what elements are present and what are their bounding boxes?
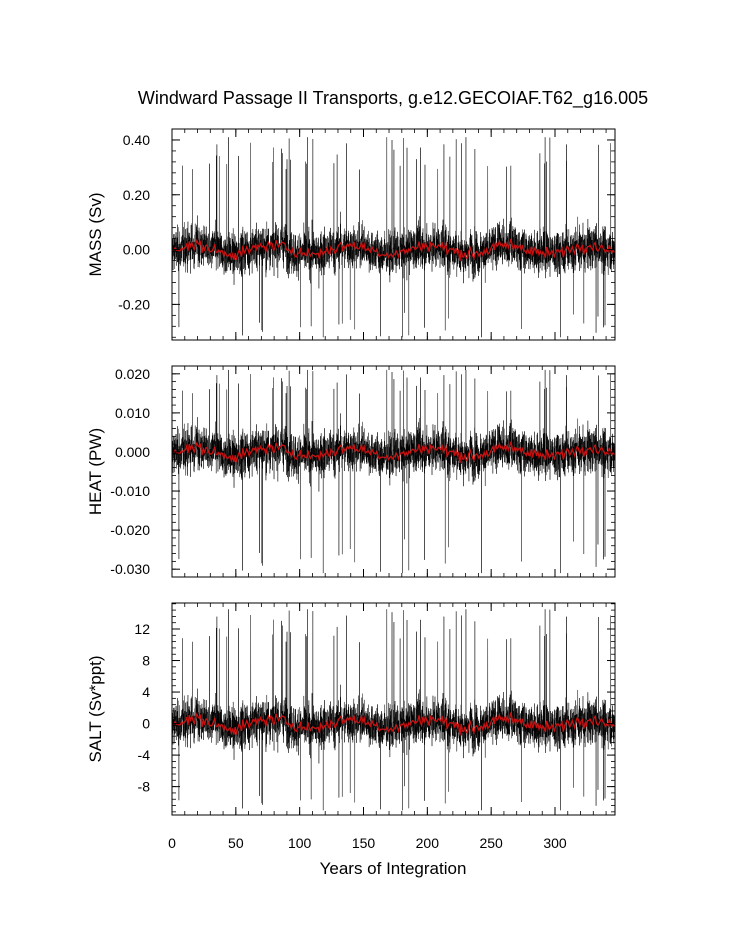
salt-y-axis-label: SALT (Sv*ppt) xyxy=(86,655,105,762)
x-tick-label: 200 xyxy=(416,835,440,851)
salt-y-tick-label: 4 xyxy=(142,684,150,700)
heat-y-tick-label: 0.020 xyxy=(115,366,150,382)
salt-frame xyxy=(171,602,616,816)
salt-y-tick-label: -8 xyxy=(138,779,151,795)
salt-y-tick-label: 8 xyxy=(142,653,150,669)
mass-y-tick-label: 0.20 xyxy=(123,187,150,203)
chart-title: Windward Passage II Transports, g.e12.GE… xyxy=(138,88,648,109)
heat-annual-series xyxy=(172,441,615,464)
heat-y-tick-label: 0.000 xyxy=(115,444,150,460)
mass-y-tick-label: -0.20 xyxy=(118,296,150,312)
mass-y-tick-label: 0.00 xyxy=(123,242,150,258)
mass-y-axis-label: MASS (Sv) xyxy=(86,192,105,276)
mass-annual-series xyxy=(172,238,615,261)
salt-y-tick-label: 0 xyxy=(142,716,150,732)
heat-y-tick-label: -0.030 xyxy=(110,561,150,577)
heat-y-tick-label: 0.010 xyxy=(115,405,150,421)
salt-y-tick-label: -4 xyxy=(138,747,151,763)
salt-monthly-series xyxy=(172,609,615,811)
panel-salt: 12 8 4 0 -4 -8 SALT (Sv*ppt) xyxy=(86,602,616,816)
mass-frame xyxy=(171,128,616,341)
x-axis-label: Years of Integration xyxy=(320,859,467,878)
panels: 0.40 0.20 0.00 -0.20 MASS (Sv) 0.020 0.010 0.00… xyxy=(86,128,616,851)
x-tick-label: 100 xyxy=(288,835,312,851)
x-tick-label: 250 xyxy=(479,835,503,851)
x-tick-label: 150 xyxy=(352,835,376,851)
heat-frame xyxy=(171,365,616,578)
panel-mass: 0.40 0.20 0.00 -0.20 MASS (Sv) xyxy=(86,128,616,341)
x-tick-label: 300 xyxy=(543,835,567,851)
mass-y-tick-label: 0.40 xyxy=(123,132,150,148)
salt-annual-series xyxy=(172,712,615,736)
heat-y-tick-label: -0.020 xyxy=(110,522,150,538)
x-tick-labels: 0 50 100 150 200 250 300 xyxy=(168,835,567,851)
salt-y-tick-label: 12 xyxy=(134,621,150,637)
mass-monthly-series xyxy=(172,137,615,338)
panel-heat: 0.020 0.010 0.000 -0.010 -0.020 -0.030 HEAT (P… xyxy=(86,365,616,578)
heat-y-axis-label: HEAT (PW) xyxy=(86,428,105,515)
x-tick-label: 50 xyxy=(228,835,244,851)
x-tick-label: 0 xyxy=(168,835,176,851)
heat-monthly-series xyxy=(172,369,615,574)
heat-y-tick-label: -0.010 xyxy=(110,483,150,499)
